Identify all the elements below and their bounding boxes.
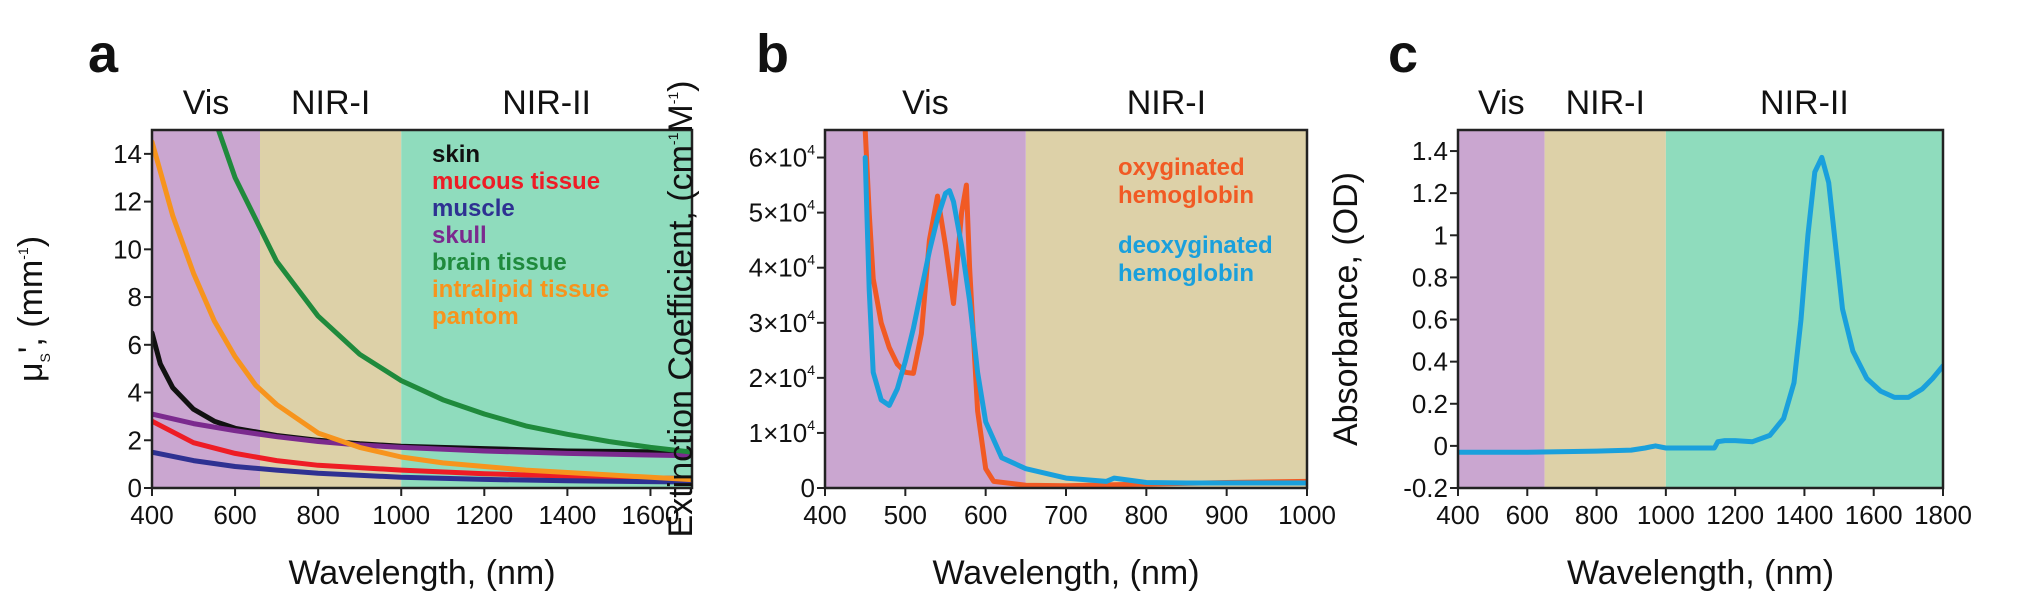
y-axis-label: μS', (mm-1) — [12, 236, 53, 382]
legend-entry: hemoglobin — [1118, 260, 1254, 287]
y-axis-label: Absorbance, (OD) — [1327, 172, 1365, 446]
region-label: NIR-I — [1127, 84, 1206, 122]
y-tick-label: 0.2 — [1412, 389, 1448, 419]
panel-label: b — [756, 24, 789, 84]
region-label: NIR-II — [502, 84, 591, 122]
x-tick-label: 400 — [130, 500, 173, 530]
panel-label: a — [88, 24, 119, 84]
x-tick-label: 1400 — [538, 500, 596, 530]
x-tick-label: 600 — [964, 500, 1007, 530]
y-tick-label: 6×104 — [749, 142, 816, 173]
y-tick-label: 1 — [1434, 220, 1448, 250]
x-tick-label: 800 — [1575, 500, 1618, 530]
x-tick-label: 900 — [1205, 500, 1248, 530]
series-line — [152, 411, 692, 459]
y-tick-label: 0.8 — [1412, 262, 1448, 292]
legend-entry: deoxyginated — [1118, 232, 1273, 259]
y-tick-label: 10 — [113, 234, 142, 264]
region-label: Vis — [183, 84, 230, 122]
y-axis-label: Extinction Coefficient, (cm-1M-1) — [662, 81, 700, 538]
y-tick-label: 0.6 — [1412, 305, 1448, 335]
legend-entry: pantom — [432, 303, 519, 330]
x-tick-label: 1800 — [1914, 500, 1972, 530]
series-line — [862, 155, 1307, 486]
region-label: Vis — [1478, 84, 1525, 122]
x-tick-label: 1600 — [1845, 500, 1903, 530]
y-tick-label: 0 — [1434, 431, 1448, 461]
y-tick-label: 0 — [801, 473, 815, 503]
panel-label: c — [1388, 24, 1418, 84]
x-tick-label: 1000 — [1637, 500, 1695, 530]
legend-entry: brain tissue — [432, 249, 567, 276]
y-tick-label: 4 — [128, 378, 142, 408]
x-tick-label: 800 — [296, 500, 339, 530]
legend-entry: hemoglobin — [1118, 182, 1254, 209]
y-tick-label: 2×104 — [749, 362, 816, 393]
x-tick-label: 600 — [213, 500, 256, 530]
series-line — [216, 130, 692, 455]
series-line — [1458, 154, 1943, 455]
series-line — [152, 449, 692, 485]
x-tick-label: 500 — [884, 500, 927, 530]
legend-entry: skull — [432, 222, 487, 249]
x-tick-label: 400 — [803, 500, 846, 530]
x-tick-label: 1000 — [1278, 500, 1336, 530]
x-tick-label: 1600 — [622, 500, 680, 530]
y-tick-label: 1.2 — [1412, 178, 1448, 208]
region-label: NIR-I — [291, 84, 370, 122]
y-tick-label: 4×104 — [749, 252, 816, 283]
x-tick-label: 600 — [1506, 500, 1549, 530]
legend-entry: skin — [432, 141, 480, 168]
x-axis-label: Wavelength, (nm) — [288, 554, 555, 592]
region-band — [1458, 130, 1545, 488]
y-tick-label: 6 — [128, 330, 142, 360]
x-tick-label: 400 — [1436, 500, 1479, 530]
y-tick-label: 3×104 — [749, 307, 816, 338]
region-band — [1025, 130, 1307, 488]
y-tick-label: 8 — [128, 282, 142, 312]
x-tick-label: 1200 — [455, 500, 513, 530]
y-tick-label: 2 — [128, 425, 142, 455]
series-line — [152, 139, 692, 483]
y-tick-label: -0.2 — [1403, 473, 1448, 503]
legend-entry: muscle — [432, 195, 515, 222]
region-label: NIR-I — [1566, 84, 1645, 122]
y-tick-label: 0 — [128, 473, 142, 503]
x-tick-label: 1200 — [1706, 500, 1764, 530]
region-band — [260, 130, 402, 488]
panel-c: c Vis NIR-I NIR-II 400 600 800 1000 1200 1400 1600… — [1327, 24, 1972, 592]
region-band — [1544, 130, 1666, 488]
y-tick-label: 14 — [113, 139, 142, 169]
legend-entry: mucous tissue — [432, 168, 600, 195]
region-label: Vis — [902, 84, 949, 122]
region-band — [1665, 130, 1943, 488]
series-line — [862, 130, 1307, 488]
y-tick-label: 1×104 — [749, 417, 816, 448]
panel-a: a Vis NIR-I NIR-II 400 600 800 1000 1200 1400 1600… — [12, 24, 694, 592]
x-tick-label: 1000 — [372, 500, 430, 530]
x-axis-label: Wavelength, (nm) — [1567, 554, 1834, 592]
plot-frame — [1456, 128, 1945, 490]
y-tick-label: 1.4 — [1412, 136, 1448, 166]
x-tick-label: 1400 — [1776, 500, 1834, 530]
plot-frame — [150, 128, 694, 490]
x-tick-label: 700 — [1044, 500, 1087, 530]
x-axis-label: Wavelength, (nm) — [932, 554, 1199, 592]
x-tick-label: 800 — [1125, 500, 1168, 530]
y-tick-label: 5×104 — [749, 197, 816, 228]
y-tick-label: 0.4 — [1412, 347, 1448, 377]
region-label: NIR-II — [1760, 84, 1849, 122]
legend-entry: intralipid tissue — [432, 276, 609, 303]
y-tick-label: 12 — [113, 187, 142, 217]
panel-b: b Vis NIR-I 400 500 600 700 800 900 1000 1×104 2×10… — [662, 24, 1336, 592]
legend-entry: oxyginated — [1118, 154, 1245, 181]
